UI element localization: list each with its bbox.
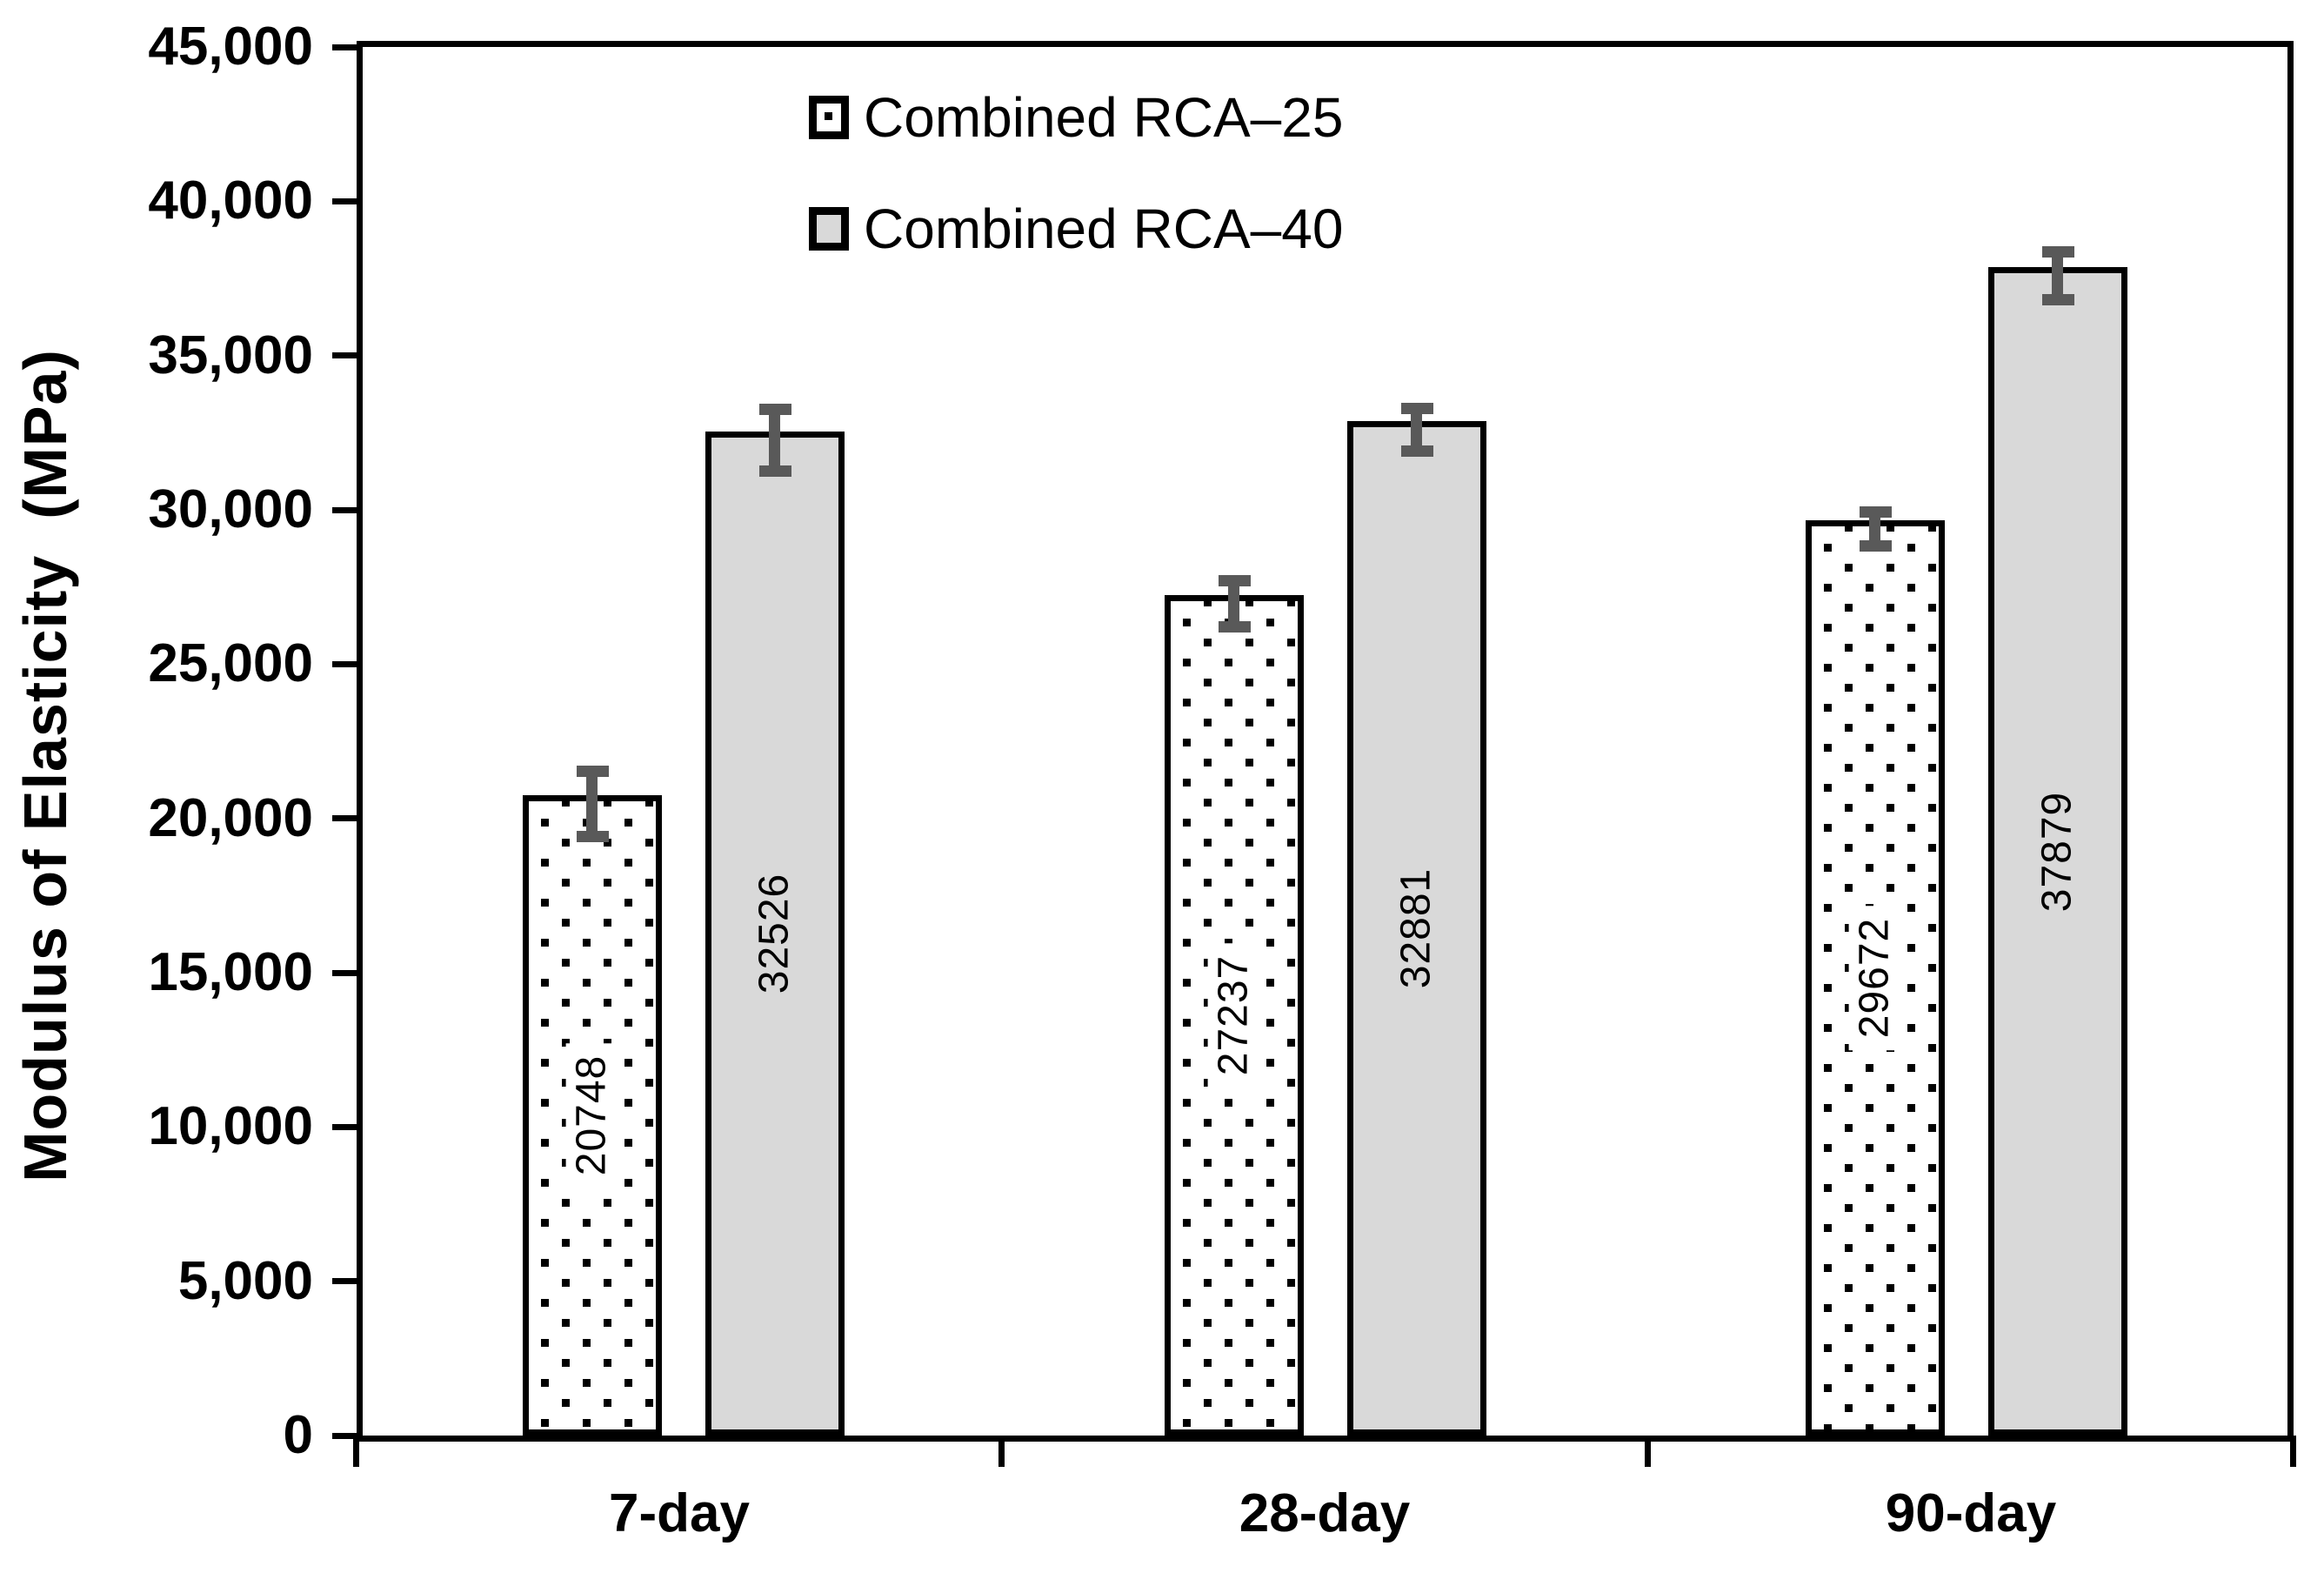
y-tick bbox=[332, 1433, 359, 1439]
bar-value-label: 32526 bbox=[751, 873, 798, 994]
bar-group-90-day: 29672 37879 bbox=[1646, 47, 2287, 1436]
y-tick-label: 25,000 bbox=[148, 633, 313, 693]
legend-swatch-dotted bbox=[809, 96, 849, 139]
error-bar-cap-bottom bbox=[1218, 621, 1251, 633]
bar-gray-90-day: 37879 bbox=[1988, 246, 2128, 1436]
bar-value-label: 37879 bbox=[2033, 791, 2080, 912]
bar-group-28-day: 27237 32881 bbox=[1005, 47, 1646, 1436]
legend-row-dotted: Combined RCA–25 bbox=[809, 90, 1343, 145]
y-tick-label: 10,000 bbox=[148, 1096, 313, 1156]
error-bar-cap-top bbox=[576, 766, 609, 777]
error-bar-line bbox=[2052, 252, 2064, 299]
y-tick bbox=[332, 352, 359, 358]
error-bar-line bbox=[1227, 581, 1239, 626]
y-tick-label: 40,000 bbox=[148, 171, 313, 231]
y-tick bbox=[332, 815, 359, 821]
error-bar-line bbox=[585, 772, 598, 836]
y-tick-label: 5,000 bbox=[177, 1251, 313, 1311]
y-tick-label: 0 bbox=[283, 1405, 313, 1465]
bar-gray-28-day: 32881 bbox=[1346, 403, 1486, 1436]
x-tick bbox=[353, 1436, 359, 1467]
x-category-label-28-day: 28-day bbox=[1239, 1483, 1411, 1543]
y-tick bbox=[332, 661, 359, 667]
y-tick bbox=[332, 44, 359, 50]
error-bar-cap-bottom bbox=[2042, 294, 2075, 305]
bar-value-label: 32881 bbox=[1392, 867, 1439, 989]
bar-value-label: 20748 bbox=[565, 1042, 619, 1188]
x-category-label-90-day: 90-day bbox=[1885, 1483, 2057, 1543]
error-bar-line bbox=[768, 410, 780, 471]
y-tick bbox=[332, 507, 359, 513]
bar-groups: 20748 32526 27237 32881 29672 37879 bbox=[363, 47, 2287, 1436]
x-tick bbox=[2290, 1436, 2296, 1467]
bar-dotted-7-day: 20748 bbox=[522, 766, 662, 1436]
error-bar-cap-bottom bbox=[1860, 540, 1893, 552]
error-bar-cap-bottom bbox=[1400, 445, 1433, 457]
bar-value-label: 27237 bbox=[1207, 942, 1260, 1088]
bar-dotted-28-day: 27237 bbox=[1164, 575, 1304, 1436]
y-tick bbox=[332, 198, 359, 204]
x-category-label-7-day: 7-day bbox=[609, 1483, 750, 1543]
bar-group-7-day: 20748 32526 bbox=[363, 47, 1005, 1436]
bar-value-label: 29672 bbox=[1848, 905, 1902, 1051]
legend-label: Combined RCA–25 bbox=[864, 86, 1344, 149]
x-tick bbox=[1645, 1436, 1651, 1467]
y-tick bbox=[332, 970, 359, 976]
legend-row-gray: Combined RCA–40 bbox=[809, 201, 1343, 257]
y-tick-label: 45,000 bbox=[148, 17, 313, 77]
error-bar-cap-top bbox=[2042, 246, 2075, 258]
error-bar-cap-bottom bbox=[758, 465, 791, 477]
error-bar-cap-top bbox=[1860, 506, 1893, 518]
bar-dotted-90-day: 29672 bbox=[1806, 506, 1946, 1436]
error-bar-cap-top bbox=[1400, 403, 1433, 414]
x-tick bbox=[998, 1436, 1005, 1467]
plot-area: 20748 32526 27237 32881 29672 37879 Combined … bbox=[357, 41, 2294, 1442]
error-bar-cap-bottom bbox=[576, 831, 609, 842]
y-tick bbox=[332, 1278, 359, 1284]
y-tick-label: 35,000 bbox=[148, 325, 313, 385]
bar-gray-7-day: 32526 bbox=[705, 404, 845, 1436]
error-bar-cap-top bbox=[758, 404, 791, 415]
legend-label: Combined RCA–40 bbox=[864, 197, 1344, 260]
error-bar-cap-top bbox=[1218, 575, 1251, 586]
y-tick-label: 20,000 bbox=[148, 788, 313, 848]
error-bar-line bbox=[1869, 512, 1881, 546]
legend-swatch-gray bbox=[809, 207, 849, 251]
y-tick-label: 15,000 bbox=[148, 942, 313, 1002]
error-bar-line bbox=[1410, 409, 1422, 451]
y-tick bbox=[332, 1124, 359, 1130]
y-tick-label: 30,000 bbox=[148, 479, 313, 539]
